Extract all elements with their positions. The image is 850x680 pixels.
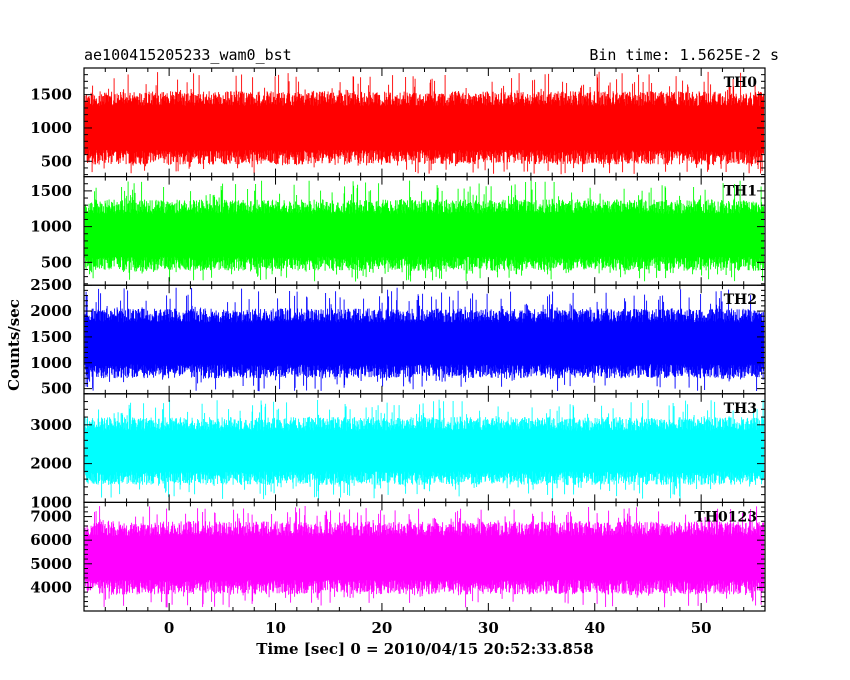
series-th0 (84, 71, 765, 175)
y-tick-label: 2500 (30, 276, 72, 294)
panel-label-th1: TH1 (724, 184, 757, 200)
y-tick-label: 1000 (30, 119, 72, 137)
y-tick-label: 2000 (30, 302, 72, 320)
y-tick-label: 1000 (30, 354, 72, 372)
panel-label-th0: TH0 (724, 75, 758, 91)
y-tick-label: 1500 (30, 182, 72, 200)
x-tick-label: 40 (584, 619, 605, 637)
y-tick-label: 500 (41, 380, 72, 398)
x-tick-label: 10 (265, 619, 286, 637)
y-tick-label: 500 (41, 253, 72, 271)
series-th0123 (84, 506, 765, 608)
x-tick-label: 30 (478, 619, 499, 637)
y-tick-label: 1000 (30, 218, 72, 236)
x-axis-label: Time [sec] 0 = 2010/04/15 20:52:33.858 (256, 640, 593, 658)
y-tick-label: 1000 (30, 493, 72, 511)
y-tick-label: 3000 (30, 416, 72, 434)
y-tick-label: 2000 (30, 455, 72, 473)
x-tick-label: 20 (372, 619, 393, 637)
y-tick-label: 6000 (30, 531, 72, 549)
panel-label-th3: TH3 (724, 401, 757, 417)
series-th3 (84, 399, 765, 500)
y-tick-label: 7000 (30, 508, 72, 526)
series-th2 (84, 287, 765, 392)
panel-label-th2: TH2 (724, 292, 757, 308)
panel-th0123: 4000 5000 6000 7000 TH0123 (30, 501, 766, 612)
chart-title-left: ae100415205233_wam0_bst (84, 46, 292, 64)
y-tick-label: 5000 (30, 555, 72, 573)
panel-th1: 500 1000 1500 TH1 (30, 176, 766, 286)
y-tick-label: 4000 (30, 578, 72, 596)
y-tick-label: 1500 (30, 328, 72, 346)
panel-th3: 1000 2000 3000 TH3 (30, 393, 766, 511)
chart-title-right: Bin time: 1.5625E-2 s (589, 46, 779, 64)
series-th1 (84, 180, 765, 282)
panel-th2: 500 1000 1500 2000 2500 TH2 (30, 276, 766, 398)
x-tick-label: 0 (164, 619, 174, 637)
panel-th0: 500 1000 1500 TH0 (30, 67, 766, 178)
y-axis-label: Counts/sec (5, 299, 23, 391)
y-tick-label: 500 (41, 152, 72, 170)
x-tick-label: 50 (691, 619, 712, 637)
panel-label-th0123: TH0123 (694, 509, 757, 525)
y-tick-label: 1500 (30, 86, 72, 104)
